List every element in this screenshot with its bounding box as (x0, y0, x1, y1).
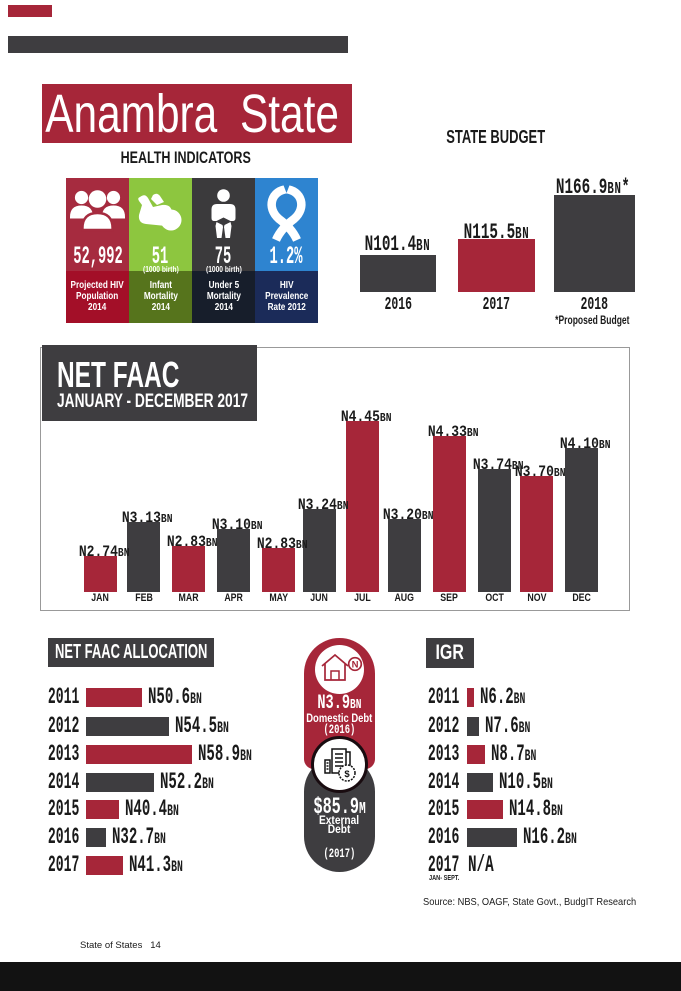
svg-text:N: N (352, 660, 359, 671)
svg-text:$: $ (344, 769, 350, 780)
